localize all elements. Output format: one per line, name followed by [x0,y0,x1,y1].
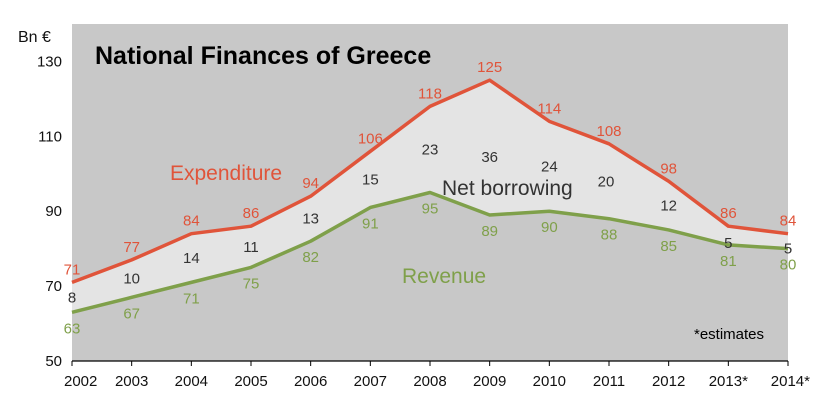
net-borrowing-band [72,80,788,313]
y-tick-label: 130 [37,53,62,70]
x-tick-label: 2012 [652,373,685,390]
axes: 50 70 90 110 130 2002 2003 2004 2005 2006 2007 2008… [37,53,810,390]
revenue-value-label: 82 [302,249,319,266]
expenditure-value-label: 86 [243,205,260,222]
x-tick-label: 2011 [593,373,625,390]
expenditure-value-label: 84 [183,213,200,230]
net-borrowing-value-label: 15 [362,171,379,188]
y-tick-label: 50 [45,353,62,370]
net-borrowing-value-label: 24 [541,158,558,175]
revenue-value-label: 67 [123,305,140,322]
revenue-value-label: 91 [362,215,379,232]
y-axis-unit: Bn € [18,29,51,46]
revenue-value-label: 85 [660,238,677,255]
y-tick-label: 110 [38,128,62,145]
expenditure-value-label: 84 [780,213,797,230]
x-tick-label: 2008 [413,373,446,390]
expenditure-value-label: 106 [358,130,383,147]
x-tick-label: 2003 [115,373,148,390]
expenditure-value-label: 118 [418,85,442,102]
expenditure-series-label: Expenditure [170,162,282,185]
expenditure-value-label: 71 [64,261,81,278]
expenditure-value-label: 94 [302,175,319,192]
x-tick-label: 2009 [473,373,506,390]
chart-title: National Finances of Greece [95,42,431,70]
revenue-value-label: 90 [541,219,558,236]
revenue-value-label: 88 [601,227,618,244]
expenditure-value-label: 108 [596,123,621,140]
y-tick-label: 90 [45,203,62,220]
x-tick-label: 2005 [234,373,267,390]
revenue-value-label: 89 [481,223,498,240]
revenue-line [71,190,789,315]
x-tick-label: 2004 [175,373,208,390]
expenditure-line [71,78,789,285]
x-tick-label: 2002 [64,373,97,390]
net-borrowing-value-label: 12 [660,198,677,215]
revenue-value-label: 71 [183,290,200,307]
net-borrowing-value-label: 11 [243,239,259,256]
x-tick-label: 2010 [533,373,566,390]
y-tick-label: 70 [45,278,62,295]
estimates-note: *estimates [694,326,764,343]
net-borrowing-value-label: 14 [183,250,200,267]
expenditure-value-label: 114 [537,100,561,117]
net-borrowing-value-label: 20 [598,173,615,190]
net-borrowing-series-label: Net borrowing [442,177,573,200]
revenue-value-label: 95 [422,201,439,218]
expenditure-value-label: 98 [660,160,677,177]
expenditure-value-label: 86 [720,205,737,222]
net-borrowing-value-label: 5 [724,235,732,252]
revenue-value-label: 81 [720,253,737,270]
series-lines [71,78,789,315]
revenue-series-label: Revenue [402,265,486,288]
x-tick-label: 2007 [354,373,387,390]
net-borrowing-value-label: 8 [68,289,76,306]
revenue-value-label: 80 [780,257,797,274]
net-borrowing-value-label: 23 [422,141,439,158]
net-borrowing-value-label: 36 [481,149,498,166]
net-borrowing-value-label: 5 [784,241,792,258]
net-borrowing-value-label: 10 [123,271,140,288]
revenue-value-label: 63 [64,320,81,337]
net-borrowing-value-label: 13 [302,211,319,228]
x-tick-label: 2006 [294,373,327,390]
expenditure-value-label: 77 [123,239,140,256]
x-tick-label: 2014* [771,373,810,390]
x-tick-label: 2013* [709,373,748,390]
revenue-value-label: 75 [243,275,260,292]
expenditure-value-label: 125 [477,59,502,76]
